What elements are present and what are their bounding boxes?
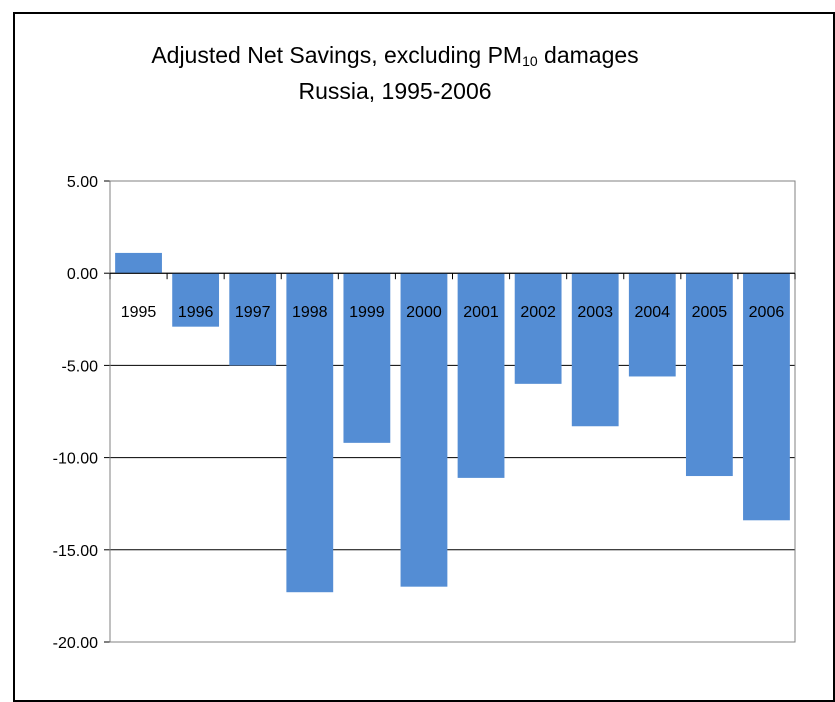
x-tick-label: 1995 bbox=[121, 304, 157, 321]
x-tick-label: 1999 bbox=[349, 304, 385, 321]
x-tick-label: 2000 bbox=[406, 304, 442, 321]
bar-2005 bbox=[685, 273, 733, 477]
y-tick-label: 0.00 bbox=[67, 266, 98, 283]
bar-1997 bbox=[229, 273, 277, 366]
bar-2000 bbox=[400, 273, 448, 587]
x-tick-label: 2005 bbox=[692, 304, 728, 321]
bar-1996 bbox=[172, 273, 220, 327]
x-tick-label: 2004 bbox=[634, 304, 670, 321]
x-tick-label: 1997 bbox=[235, 304, 271, 321]
chart-subtitle: Russia, 1995-2006 bbox=[298, 78, 492, 104]
y-tick-label: 5.00 bbox=[67, 174, 98, 191]
bar-2003 bbox=[571, 273, 619, 427]
bar-1999 bbox=[343, 273, 391, 443]
chart-title-tail: damages bbox=[537, 42, 639, 68]
chart-title-subscript: 10 bbox=[522, 53, 538, 69]
x-tick-label: 2003 bbox=[577, 304, 613, 321]
bar-2004 bbox=[628, 273, 676, 377]
chart-title-line: Adjusted Net Savings, excluding PM10 dam… bbox=[0, 40, 790, 76]
chart-title: Adjusted Net Savings, excluding PM10 dam… bbox=[0, 40, 790, 106]
y-tick-label: -10.00 bbox=[53, 451, 98, 468]
x-tick-label: 2001 bbox=[463, 304, 499, 321]
x-tick-label: 2002 bbox=[520, 304, 556, 321]
plot-border bbox=[109, 180, 796, 643]
x-tick-label: 2006 bbox=[749, 304, 785, 321]
bar-2001 bbox=[457, 273, 505, 478]
chart-title-main: Adjusted Net Savings, excluding PM bbox=[151, 42, 523, 68]
x-tick-label: 1996 bbox=[178, 304, 214, 321]
x-tick-label: 1998 bbox=[292, 304, 328, 321]
y-tick-label: -20.00 bbox=[53, 635, 98, 652]
bar-1998 bbox=[286, 273, 334, 593]
bar-2006 bbox=[743, 273, 790, 521]
y-tick-label: -15.00 bbox=[53, 543, 98, 560]
bar-chart: 5.00 0.00 -5.00 -10.00 -15.00 -20.00 1995 1996 1… bbox=[53, 174, 796, 652]
bar-1995 bbox=[115, 252, 162, 274]
bar-2002 bbox=[514, 273, 562, 384]
y-tick-label: -5.00 bbox=[62, 358, 99, 375]
